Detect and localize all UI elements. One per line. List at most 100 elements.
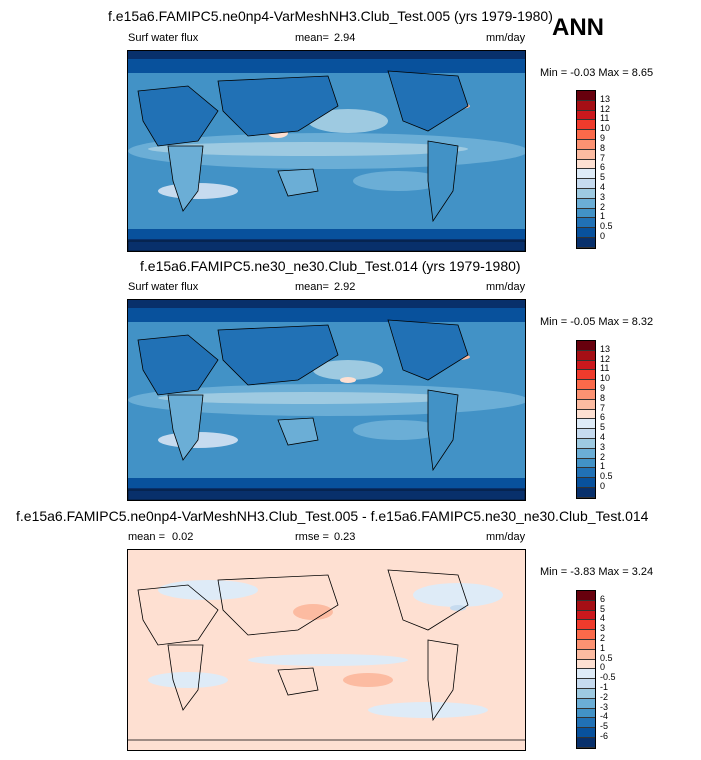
panel-1-map (127, 50, 526, 252)
panel-2-map-field (128, 300, 525, 500)
colorbar-cell (577, 208, 595, 219)
panel-2-colorbar-ticks: 13 12 11 10 9 8 7 6 5 4 3 2 1 0.5 0 (600, 340, 630, 500)
colorbar-tick-label: 2 (600, 451, 606, 462)
colorbar-tick-label: 9 (600, 383, 606, 393)
colorbar-cell (577, 698, 595, 709)
panel-3-title: f.e15a6.FAMIPC5.ne0np4-VarMeshNH3.Club_T… (16, 508, 649, 524)
colorbar-cell (577, 487, 595, 498)
panel-3-rmse-value: 0.23 (334, 531, 356, 543)
colorbar-tick-label: 7 (600, 152, 606, 163)
panel-2-mean-value: 2.92 (334, 281, 356, 293)
colorbar-tick-label: 8 (600, 142, 606, 153)
colorbar-cell (577, 649, 595, 660)
colorbar-cell (577, 130, 595, 140)
colorbar-cell (577, 350, 595, 361)
colorbar-tick-label: 3 (600, 191, 606, 202)
colorbar-tick-label: 0.5 (600, 652, 613, 663)
colorbar-cell (577, 728, 595, 738)
colorbar-tick-label: 0.5 (600, 221, 613, 232)
colorbar-cell (577, 149, 595, 160)
colorbar-tick-label: -5 (600, 721, 609, 732)
colorbar-tick-label: -3 (600, 701, 609, 712)
colorbar-tick-label: 9 (600, 133, 606, 143)
panel-1-minmax: Min = -0.03 Max = 8.65 (540, 67, 654, 79)
colorbar-cell (577, 120, 595, 131)
panel-2-variable: Surf water flux (128, 281, 199, 293)
colorbar-tick-label: 5 (600, 603, 606, 614)
colorbar-tick-label: 1 (600, 211, 606, 222)
panel-1-variable: Surf water flux (128, 32, 199, 44)
colorbar-cell (577, 159, 595, 170)
panel-1-colorbar (576, 90, 596, 249)
colorbar-cell (577, 458, 595, 469)
panel-1-colorbar-ticks: 13 12 11 10 9 8 7 6 5 4 3 2 1 0.5 0 (600, 90, 630, 250)
colorbar-tick-label: 4 (600, 613, 606, 624)
colorbar-tick-label: 2 (600, 201, 606, 212)
colorbar-tick-label: 12 (600, 353, 611, 364)
colorbar-tick-label: 0 (600, 481, 606, 491)
colorbar-cell (577, 110, 595, 121)
colorbar-cell (577, 610, 595, 621)
panel-3-mean-value: 0.02 (172, 531, 194, 543)
colorbar-cell (577, 91, 595, 101)
colorbar-cell (577, 100, 595, 111)
colorbar-cell (577, 718, 595, 729)
colorbar-tick-label: 10 (600, 373, 611, 384)
panel-2-units: mm/day (486, 281, 526, 293)
panel-1-mean-value: 2.94 (334, 32, 356, 44)
colorbar-tick-label: 7 (600, 402, 606, 413)
colorbar-tick-label: 1 (600, 461, 606, 472)
panel-2-mean-label: mean= (295, 281, 329, 293)
colorbar-cell (577, 448, 595, 459)
colorbar-cell (577, 659, 595, 670)
colorbar-cell (577, 639, 595, 650)
colorbar-cell (577, 399, 595, 410)
colorbar-cell (577, 188, 595, 199)
panel-1-map-field (128, 51, 525, 251)
colorbar-tick-label: 12 (600, 103, 611, 114)
colorbar-cell (577, 409, 595, 420)
colorbar-cell (577, 380, 595, 390)
colorbar-tick-label: 13 (600, 93, 611, 104)
colorbar-tick-label: -4 (600, 711, 609, 722)
panel-3-units: mm/day (486, 531, 526, 543)
colorbar-cell (577, 179, 595, 189)
colorbar-cell (577, 198, 595, 209)
panel-1-title: f.e15a6.FAMIPC5.ne0np4-VarMeshNH3.Club_T… (108, 8, 553, 24)
colorbar-cell (577, 360, 595, 371)
panel-1-colorbar-cells (577, 91, 595, 248)
colorbar-cell (577, 218, 595, 229)
colorbar-cell (577, 600, 595, 611)
colorbar-cell (577, 237, 595, 248)
panel-2-colorbar (576, 340, 596, 499)
colorbar-tick-label: 5 (600, 422, 606, 433)
panel-2-title: f.e15a6.FAMIPC5.ne30_ne30.Club_Test.014 … (140, 258, 521, 274)
colorbar-cell (577, 688, 595, 699)
colorbar-cell (577, 228, 595, 238)
colorbar-cell (577, 429, 595, 439)
colorbar-tick-label: 1 (600, 642, 606, 653)
colorbar-cell (577, 679, 595, 689)
panel-3-minmax: Min = -3.83 Max = 3.24 (540, 566, 654, 578)
panel-3-rmse-label: rmse = (295, 531, 329, 543)
colorbar-tick-label: 6 (600, 593, 606, 604)
colorbar-cell (577, 438, 595, 449)
colorbar-cell (577, 370, 595, 381)
panel-3-map-field (128, 550, 525, 750)
colorbar-tick-label: -0.5 (600, 672, 616, 683)
colorbar-tick-label: 3 (600, 441, 606, 452)
colorbar-cell (577, 630, 595, 640)
colorbar-cell (577, 468, 595, 479)
colorbar-cell (577, 341, 595, 351)
panel-3-colorbar (576, 590, 596, 749)
panel-3-colorbar-cells (577, 591, 595, 748)
colorbar-cell (577, 389, 595, 400)
colorbar-tick-label: 6 (600, 412, 606, 423)
colorbar-cell (577, 419, 595, 430)
colorbar-tick-label: 3 (600, 623, 606, 634)
colorbar-cell (577, 737, 595, 748)
colorbar-tick-label: 11 (600, 113, 610, 124)
panel-3-map (127, 549, 526, 751)
colorbar-tick-label: -1 (600, 682, 609, 692)
panel-1-mean-label: mean= (295, 32, 329, 44)
